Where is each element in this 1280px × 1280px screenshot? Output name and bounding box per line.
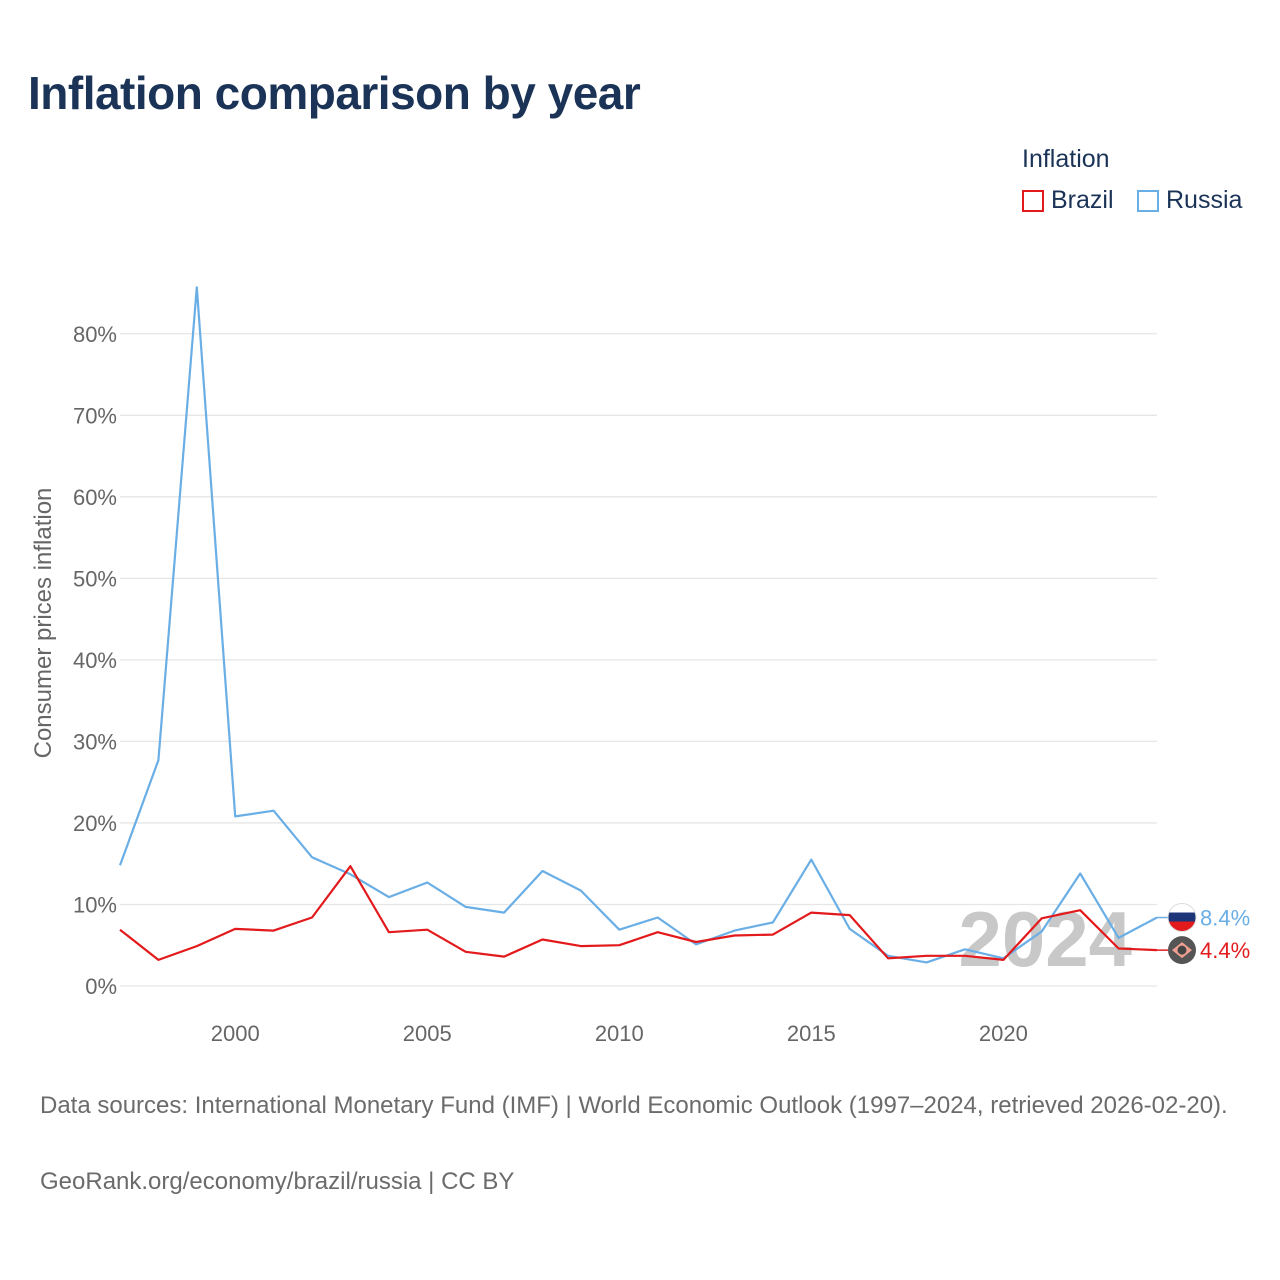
y-axis-label: Consumer prices inflation	[30, 488, 57, 759]
flag-stripe	[1168, 903, 1196, 914]
legend-swatch-brazil	[1022, 189, 1044, 212]
brazil-flag-icon	[1168, 936, 1196, 965]
credit-link[interactable]: GeoRank.org/economy/brazil/russia | CC B…	[40, 1168, 515, 1195]
chart-title: Inflation comparison by year	[28, 67, 641, 119]
y-tick-label: 30%	[73, 729, 117, 754]
y-tick-label: 10%	[73, 892, 117, 917]
x-tick-label: 2010	[595, 1021, 644, 1046]
series-line-russia[interactable]	[118, 286, 1158, 964]
legend-label-russia: Russia	[1166, 186, 1243, 214]
legend-item-brazil[interactable]: Brazil	[1022, 186, 1114, 215]
legend-title: Inflation	[1022, 145, 1110, 173]
chart-grid	[120, 333, 1157, 987]
x-tick-label: 2000	[211, 1021, 260, 1046]
russia-flag-icon	[1168, 903, 1196, 932]
series-line-brazil[interactable]	[119, 865, 1158, 962]
legend-item-russia[interactable]: Russia	[1137, 186, 1242, 215]
flag-stripe	[1168, 921, 1196, 932]
y-axis-ticks: 0% 10% 20% 30% 40% 50% 60% 70% 80%	[73, 322, 117, 999]
y-tick-label: 50%	[73, 566, 117, 591]
y-tick-label: 0%	[85, 974, 117, 999]
flag-globe	[1177, 945, 1187, 955]
y-tick-label: 20%	[73, 811, 117, 836]
data-source-note: Data sources: International Monetary Fun…	[40, 1092, 1228, 1119]
x-axis-ticks: 2000 2005 2010 2015 2020	[211, 1021, 1028, 1046]
russia-flag-border	[1167, 903, 1197, 933]
line-chart: 0%10%20%30%40%50%60%70%80% 2000 2005 2010 2…	[30, 286, 1250, 1046]
brazil-end-label: 4.4%	[1200, 938, 1250, 963]
y-tick-label: 40%	[73, 648, 117, 673]
legend-swatch-russia	[1137, 189, 1159, 212]
legend-label-brazil: Brazil	[1051, 186, 1114, 214]
series-end-markers: 8.4% 4.4%	[1157, 903, 1250, 965]
y-tick-label: 80%	[73, 322, 117, 347]
chart-series	[118, 286, 1158, 964]
x-tick-label: 2015	[787, 1021, 836, 1046]
y-tick-label: 60%	[73, 485, 117, 510]
x-tick-label: 2005	[403, 1021, 452, 1046]
russia-end-label: 8.4%	[1200, 906, 1250, 931]
year-watermark: 2024	[958, 895, 1132, 983]
flag-stripe	[1168, 912, 1196, 923]
x-tick-label: 2020	[979, 1021, 1028, 1046]
y-tick-label: 70%	[73, 403, 117, 428]
